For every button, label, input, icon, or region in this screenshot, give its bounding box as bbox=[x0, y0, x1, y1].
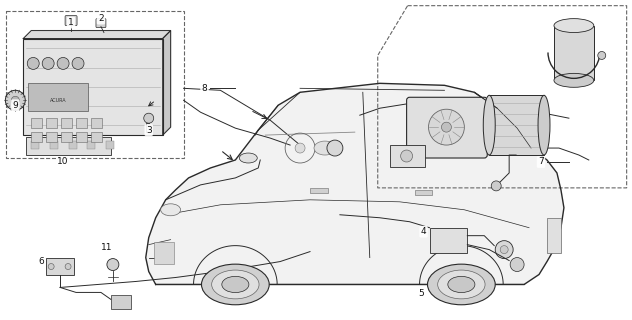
Ellipse shape bbox=[554, 73, 594, 87]
Circle shape bbox=[510, 258, 524, 271]
Bar bbox=[430, 228, 467, 252]
Circle shape bbox=[401, 150, 413, 162]
Circle shape bbox=[143, 113, 154, 123]
Bar bbox=[61, 118, 72, 128]
Text: 4: 4 bbox=[421, 227, 427, 236]
Bar bbox=[31, 132, 42, 142]
Text: 10: 10 bbox=[58, 157, 69, 166]
Circle shape bbox=[442, 122, 451, 132]
Bar bbox=[31, 141, 39, 149]
Bar bbox=[489, 95, 544, 155]
Polygon shape bbox=[23, 31, 171, 38]
Bar bbox=[46, 118, 57, 128]
Circle shape bbox=[491, 181, 501, 191]
Bar bbox=[106, 141, 114, 149]
Bar bbox=[27, 137, 111, 155]
Bar bbox=[69, 141, 76, 149]
Bar bbox=[31, 118, 42, 128]
Text: 3: 3 bbox=[146, 126, 152, 135]
Ellipse shape bbox=[240, 153, 257, 163]
Circle shape bbox=[65, 264, 71, 269]
Circle shape bbox=[27, 58, 39, 69]
Circle shape bbox=[72, 58, 84, 69]
Ellipse shape bbox=[483, 95, 495, 155]
Circle shape bbox=[495, 241, 513, 259]
Text: 7: 7 bbox=[538, 157, 544, 166]
FancyBboxPatch shape bbox=[65, 16, 77, 26]
Ellipse shape bbox=[212, 270, 259, 299]
Bar bbox=[61, 132, 72, 142]
Bar bbox=[390, 145, 425, 167]
Bar bbox=[111, 295, 131, 309]
Circle shape bbox=[57, 58, 69, 69]
Polygon shape bbox=[146, 83, 564, 284]
Text: 1: 1 bbox=[68, 18, 74, 27]
FancyBboxPatch shape bbox=[406, 97, 487, 158]
Ellipse shape bbox=[202, 264, 269, 305]
Ellipse shape bbox=[538, 95, 550, 155]
Circle shape bbox=[48, 264, 54, 269]
Circle shape bbox=[295, 143, 305, 153]
Bar bbox=[50, 141, 58, 149]
Circle shape bbox=[500, 246, 508, 253]
Text: 8: 8 bbox=[202, 84, 207, 93]
Ellipse shape bbox=[554, 19, 594, 33]
Circle shape bbox=[598, 52, 605, 60]
Bar bbox=[46, 258, 74, 276]
Bar bbox=[46, 132, 57, 142]
Ellipse shape bbox=[427, 264, 495, 305]
Ellipse shape bbox=[448, 276, 475, 292]
Bar bbox=[76, 132, 87, 142]
Circle shape bbox=[5, 90, 25, 110]
Bar bbox=[28, 83, 88, 111]
Bar bbox=[547, 218, 561, 252]
Bar bbox=[154, 242, 174, 264]
Bar bbox=[91, 118, 102, 128]
Text: ACURA: ACURA bbox=[50, 98, 66, 103]
Ellipse shape bbox=[161, 204, 181, 216]
Text: 6: 6 bbox=[39, 257, 44, 266]
Ellipse shape bbox=[314, 141, 336, 155]
FancyBboxPatch shape bbox=[96, 19, 106, 28]
Bar bbox=[415, 190, 432, 195]
Ellipse shape bbox=[222, 276, 249, 292]
Text: 9: 9 bbox=[13, 101, 18, 110]
Bar bbox=[91, 132, 102, 142]
Polygon shape bbox=[162, 31, 171, 135]
Bar bbox=[23, 38, 162, 135]
Text: 11: 11 bbox=[101, 243, 112, 252]
Circle shape bbox=[428, 109, 465, 145]
Ellipse shape bbox=[438, 270, 485, 299]
Circle shape bbox=[327, 140, 343, 156]
Circle shape bbox=[42, 58, 54, 69]
Bar bbox=[87, 141, 95, 149]
Bar bbox=[6, 11, 183, 158]
Bar bbox=[310, 188, 328, 193]
Text: 5: 5 bbox=[418, 289, 425, 298]
Circle shape bbox=[11, 96, 20, 104]
Text: 2: 2 bbox=[98, 14, 104, 23]
Circle shape bbox=[107, 259, 119, 270]
Bar bbox=[554, 26, 594, 80]
Bar bbox=[76, 118, 87, 128]
